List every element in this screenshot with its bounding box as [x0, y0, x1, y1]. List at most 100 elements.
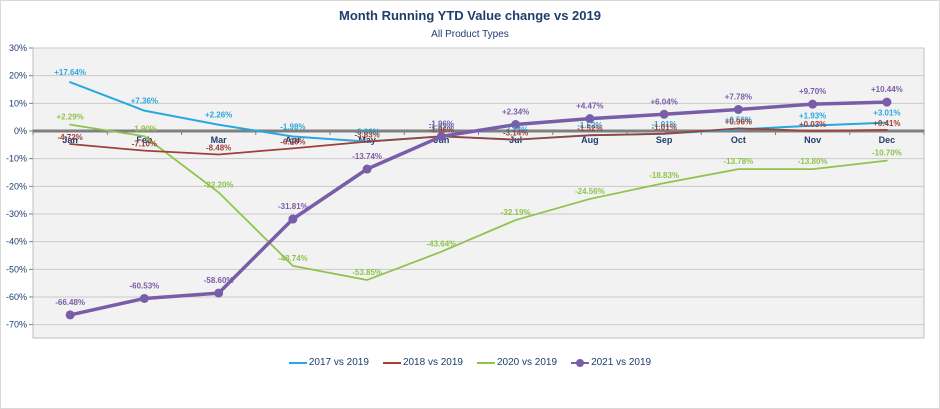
data-label: -43.64% [426, 240, 456, 249]
series-2020-vs-2019 [69, 123, 888, 281]
month-label: Nov [804, 135, 821, 145]
data-label: +17.64% [54, 68, 86, 77]
data-label: -24.56% [575, 187, 605, 196]
data-label: -1.01% [651, 120, 676, 129]
series-point-marker [214, 288, 224, 298]
data-label: +0.56% [725, 115, 752, 124]
y-tick-label: 0% [14, 126, 27, 136]
data-label: +0.03% [799, 120, 826, 129]
legend-line-swatch-icon [382, 358, 401, 367]
data-label: -1.52% [577, 121, 602, 130]
month-label: Feb [136, 135, 153, 145]
legend-label: 2017 vs 2019 [308, 357, 369, 368]
legend-item-2018-vs-2019[interactable]: 2018 vs 2019 [382, 357, 463, 368]
series-point-marker [139, 293, 149, 303]
series-point-marker [808, 99, 818, 109]
series-line [68, 100, 889, 317]
y-tick-label: -10% [6, 154, 27, 164]
month-label: Oct [731, 135, 746, 145]
y-tick-label: -60% [6, 292, 27, 302]
data-label: +2.29% [56, 113, 83, 122]
data-label: +7.78% [725, 92, 752, 101]
legend-item-2017-vs-2019[interactable]: 2017 vs 2019 [288, 357, 369, 368]
data-label: +6.04% [650, 97, 677, 106]
month-label: Dec [879, 135, 896, 145]
series-2018-vs-2019 [69, 127, 888, 156]
line-chart: 30% 20% 10% 0% -10% -20% -30% -40% -50% -60% -70% J… [6, 43, 925, 339]
data-label: -18.83% [649, 171, 679, 180]
data-label: -1.98% [280, 122, 305, 131]
data-label: -32.19% [501, 208, 531, 217]
data-label: -3.14% [503, 129, 528, 138]
series-point-marker [362, 164, 372, 174]
series-point-marker [436, 131, 446, 141]
data-label: +2.34% [502, 108, 529, 117]
data-label: -66.48% [55, 298, 85, 307]
data-label: +7.36% [131, 97, 158, 106]
data-label: -4.72% [57, 133, 82, 142]
data-label: -1.96% [429, 119, 454, 128]
data-label: -3.83% [354, 131, 379, 140]
data-label: -1.52% [577, 124, 602, 133]
data-label: -1.01% [651, 123, 676, 132]
data-label: -1.92% [429, 122, 454, 131]
data-label: +2.26% [205, 111, 232, 120]
series-point-marker [659, 109, 669, 119]
series-line [69, 127, 888, 156]
data-label: -6.26% [280, 137, 305, 146]
month-label: Mar [211, 135, 228, 145]
data-label: -3.14% [503, 126, 528, 135]
month-label: Sep [656, 135, 673, 145]
month-label: Jan [62, 135, 78, 145]
legend-line-swatch-icon [288, 358, 307, 367]
y-tick-label: 10% [9, 98, 27, 108]
legend-label: 2021 vs 2019 [591, 357, 652, 368]
data-label: -13.80% [798, 157, 828, 166]
plot-area [32, 47, 925, 339]
series-2021-vs-2019 [65, 97, 892, 320]
data-label: -8.48% [206, 143, 231, 152]
data-label: -58.60% [204, 276, 234, 285]
y-tick-label: 30% [9, 43, 27, 53]
data-label: +0.96% [725, 117, 752, 126]
data-label: -7.10% [132, 140, 157, 149]
data-label: +9.70% [799, 87, 826, 96]
data-label: +4.47% [576, 102, 603, 111]
data-label: +3.01% [873, 109, 900, 118]
series-line [69, 123, 888, 281]
y-tick-label: -40% [6, 237, 27, 247]
data-label: +0.41% [873, 119, 900, 128]
chart-subtitle: All Product Types [431, 29, 509, 40]
series-point-marker [882, 97, 892, 107]
legend-label: 2018 vs 2019 [402, 357, 463, 368]
month-label: May [358, 135, 376, 145]
data-label: -31.81% [278, 202, 308, 211]
y-tick-label: 20% [9, 71, 27, 81]
month-label: Apr [285, 135, 301, 145]
series-point-marker [511, 120, 521, 130]
data-label: -3.83% [354, 128, 379, 137]
series-point-marker [65, 310, 75, 320]
y-tick-label: -20% [6, 181, 27, 191]
data-label: -10.70% [872, 149, 902, 158]
y-tick-label: -50% [6, 264, 27, 274]
legend-line-swatch-icon [571, 358, 590, 367]
legend-item-2021-vs-2019[interactable]: 2021 vs 2019 [571, 357, 651, 368]
chart-legend: 2017 vs 2019 2018 vs 2019 2020 vs 2019 2021… [1, 357, 939, 368]
y-tick-label: -70% [6, 320, 27, 330]
data-label: -1.90% [132, 124, 157, 133]
data-label: +10.44% [871, 85, 903, 94]
series-point-marker [585, 114, 595, 124]
data-label: -1.96% [429, 125, 454, 134]
series-point-marker [288, 214, 298, 224]
data-label: +1.93% [799, 112, 826, 121]
data-label: -22.20% [204, 180, 234, 189]
y-tick-label: -30% [6, 209, 27, 219]
legend-item-2020-vs-2019[interactable]: 2020 vs 2019 [477, 357, 557, 368]
chart-title: Month Running YTD Value change vs 2019 [339, 8, 601, 23]
data-label: -53.85% [352, 268, 382, 277]
series-point-marker [733, 104, 743, 114]
data-label: -48.74% [278, 254, 308, 263]
data-label: -13.78% [723, 157, 753, 166]
